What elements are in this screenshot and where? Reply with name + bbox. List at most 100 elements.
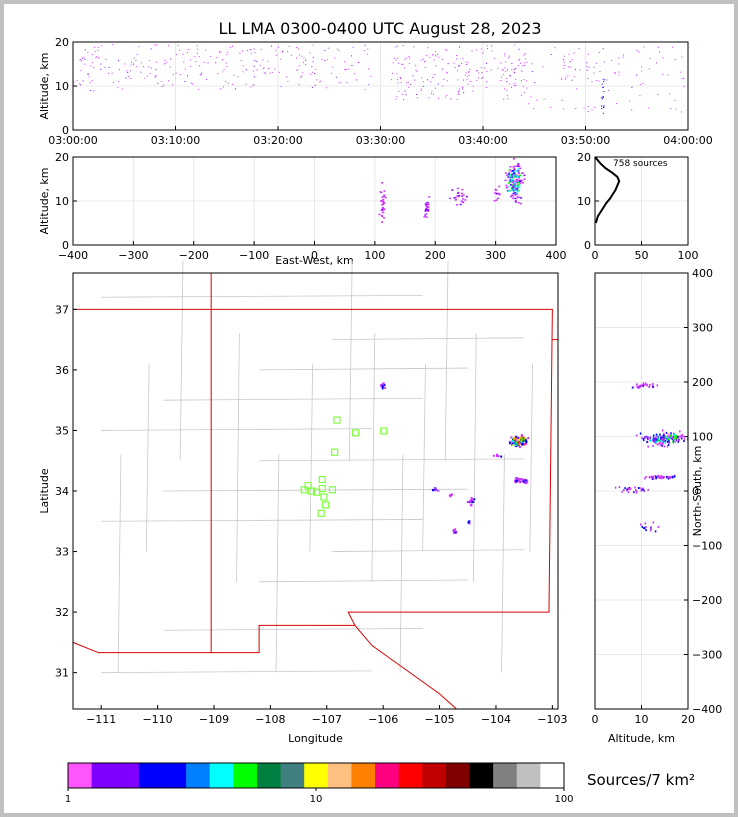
- altitude-ns-point: [651, 476, 654, 479]
- time-altitude-point: [154, 76, 156, 78]
- ew-altitude-point: [515, 170, 518, 172]
- altitude-ns-point: [650, 527, 652, 530]
- plan-view-point: [452, 530, 455, 533]
- time-altitude-point: [614, 72, 616, 74]
- altitude-ns-point: [624, 487, 626, 490]
- altitude-ns-point: [666, 438, 669, 441]
- ew-altitude-point: [513, 158, 516, 160]
- time-altitude-point: [515, 78, 517, 80]
- time-altitude-point: [108, 66, 110, 68]
- time-altitude-point: [404, 67, 406, 69]
- altitude-ns-point: [675, 438, 678, 441]
- ew-altitude-point: [460, 192, 463, 195]
- altitude-ns-point: [667, 439, 669, 442]
- time-altitude-point: [433, 93, 435, 95]
- time-altitude-point: [226, 66, 228, 68]
- time-altitude-point: [465, 61, 467, 63]
- time-altitude-point: [94, 51, 96, 53]
- plan-view-point: [518, 446, 521, 449]
- time-altitude-point: [461, 62, 463, 64]
- county-line: [275, 454, 280, 673]
- altitude-ns-point: [673, 433, 675, 436]
- altitude-ns-point: [637, 486, 640, 489]
- time-altitude-point: [456, 55, 458, 57]
- ew-altitude-point: [454, 196, 457, 199]
- time-altitude-point: [599, 70, 601, 72]
- plan-view-point: [520, 437, 523, 440]
- altitude-ns-point: [675, 434, 677, 437]
- time-altitude-point: [189, 65, 191, 67]
- time-altitude-point: [567, 66, 569, 68]
- altitude-ns-point: [656, 443, 659, 446]
- time-altitude-point: [416, 71, 418, 73]
- altitude-ns-point: [680, 434, 682, 437]
- time-altitude-point: [565, 77, 567, 79]
- ew-altitude-point: [517, 177, 520, 180]
- ew-altitude-point: [507, 176, 510, 178]
- time-altitude-point: [526, 61, 528, 63]
- x-tick-label: 10: [635, 713, 649, 726]
- altitude-ns-point: [662, 475, 665, 478]
- time-altitude-point: [133, 57, 135, 59]
- time-altitude-point: [502, 74, 504, 76]
- altitude-ns-point: [679, 430, 681, 433]
- time-altitude-point: [253, 84, 255, 86]
- plan-view-point: [453, 532, 456, 535]
- altitude-ns-point: [657, 435, 660, 438]
- altitude-ns-point: [683, 438, 686, 441]
- time-altitude-point: [250, 53, 252, 55]
- time-altitude-point: [513, 44, 515, 46]
- ew-altitude-point: [521, 182, 524, 184]
- time-altitude-point: [163, 84, 165, 86]
- time-altitude-point: [524, 53, 526, 55]
- time-altitude-point: [156, 61, 158, 63]
- time-altitude-point: [422, 85, 424, 87]
- time-altitude-point: [201, 72, 203, 74]
- altitude-ns-point: [658, 475, 661, 478]
- time-altitude-point: [288, 45, 290, 47]
- time-altitude-point: [325, 87, 327, 89]
- time-altitude-point: [299, 76, 301, 78]
- time-altitude-point: [435, 55, 437, 57]
- ew-altitude-point: [516, 186, 519, 188]
- time-altitude-point: [80, 84, 82, 86]
- altitude-ns-point: [662, 477, 665, 480]
- time-altitude-point: [215, 62, 217, 64]
- time-altitude-point: [434, 74, 436, 76]
- time-altitude-point: [298, 84, 300, 86]
- state-border-mexico: [72, 641, 212, 654]
- time-altitude-point: [586, 62, 588, 64]
- time-altitude-point: [195, 61, 197, 63]
- ew-altitude-point: [512, 175, 515, 178]
- time-altitude-point: [531, 71, 533, 73]
- time-altitude-point: [528, 103, 530, 105]
- ew-altitude-point: [509, 169, 512, 172]
- time-altitude-point: [458, 91, 460, 93]
- time-altitude-point: [237, 76, 239, 78]
- altitude-ns-point: [676, 436, 679, 439]
- time-altitude-point: [129, 70, 131, 72]
- altitude-ns-xlabel: Altitude, km: [608, 732, 675, 745]
- time-altitude-point: [256, 69, 258, 71]
- time-altitude-point: [432, 77, 434, 79]
- time-altitude-point: [311, 66, 313, 68]
- altitude-ns-point: [652, 385, 654, 388]
- time-altitude-point: [536, 99, 538, 101]
- time-altitude-point: [94, 46, 96, 48]
- ew-altitude-point: [424, 210, 427, 212]
- plan-view-point: [472, 500, 475, 503]
- time-altitude-point: [156, 44, 158, 46]
- time-altitude-point: [298, 54, 300, 56]
- time-altitude-point: [155, 75, 157, 77]
- time-altitude-point: [446, 71, 448, 73]
- ew-altitude-point: [523, 178, 526, 180]
- time-altitude-point: [111, 72, 113, 74]
- ew-altitude-point: [517, 181, 520, 184]
- time-altitude-point: [468, 71, 470, 73]
- x-tick-label: 0: [592, 249, 599, 262]
- time-altitude-point: [466, 79, 468, 81]
- county-line: [422, 363, 426, 552]
- altitude-ns-point: [644, 522, 647, 525]
- time-altitude-point: [450, 98, 452, 100]
- time-altitude-point: [408, 63, 410, 65]
